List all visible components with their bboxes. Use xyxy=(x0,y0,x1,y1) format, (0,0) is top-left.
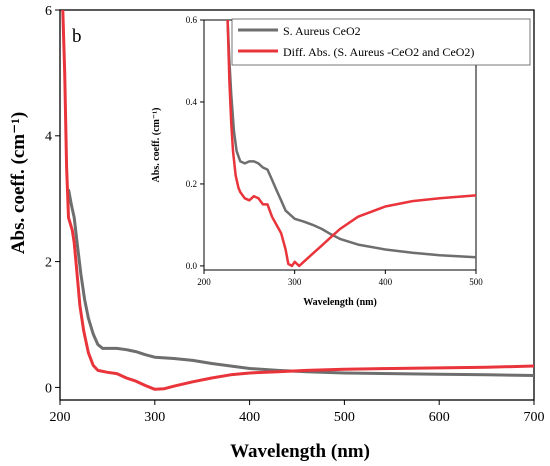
inset-x-ticks: 200 300 400 500 xyxy=(197,270,483,287)
main-y-tick-label: 4 xyxy=(45,130,52,145)
main-series-group xyxy=(61,10,534,391)
inset-y-tick-label: 0.0 xyxy=(186,261,198,271)
main-y-tick-label: 6 xyxy=(45,4,52,19)
main-series-line-1 xyxy=(67,189,534,377)
main-plot: 200 300 400 500 600 700 0 2 4 6 b Wavelength (nm… xyxy=(8,4,545,462)
inset-series-line-2 xyxy=(226,20,476,268)
main-series-line-2 xyxy=(61,10,534,391)
main-x-tick-label: 300 xyxy=(144,410,165,425)
main-x-ticks: 200 300 400 500 600 700 xyxy=(50,400,545,425)
main-x-tick-label: 600 xyxy=(429,410,450,425)
main-y-tick-label: 0 xyxy=(45,381,52,396)
inset-y-ticks: 0.0 0.2 0.4 0.6 xyxy=(186,15,204,271)
legend-box xyxy=(231,18,531,66)
main-y-ticks: 0 2 4 6 xyxy=(45,4,60,396)
main-x-tick-label: 500 xyxy=(334,410,355,425)
legend-label-series-1: S. Aureus CeO2 xyxy=(283,24,361,38)
panel-label: b xyxy=(72,26,82,47)
inset-x-axis-title: Wavelength (nm) xyxy=(303,297,377,308)
main-y-tick-label: 2 xyxy=(45,256,52,271)
inset-y-tick-label: 0.4 xyxy=(186,97,198,107)
inset-x-tick-label: 400 xyxy=(379,277,393,287)
inset-series-group xyxy=(226,20,476,268)
inset-plot: 200 300 400 500 0.0 0.2 0.4 0.6 Wavelength (nm… xyxy=(151,15,531,308)
main-plot-frame xyxy=(59,9,535,401)
inset-x-tick-label: 300 xyxy=(288,277,302,287)
main-x-axis-title: Wavelength (nm) xyxy=(230,441,370,462)
legend-label-series-2: Diff. Abs. (S. Aureus -CeO2 and CeO2) xyxy=(283,45,474,59)
legend: S. Aureus CeO2 Diff. Abs. (S. Aureus -Ce… xyxy=(231,18,531,66)
inset-x-tick-label: 200 xyxy=(197,277,211,287)
inset-series-line-1 xyxy=(226,20,476,259)
inset-y-tick-label: 0.2 xyxy=(186,179,197,189)
main-x-tick-label: 200 xyxy=(50,410,71,425)
inset-y-tick-label: 0.6 xyxy=(186,15,198,25)
main-y-axis-title: Abs. coeff. (cm⁻¹) xyxy=(8,112,29,254)
inset-y-axis-title: Abs. coeff. (cm⁻¹) xyxy=(151,108,162,183)
main-x-tick-label: 700 xyxy=(524,410,545,425)
inset-x-tick-label: 500 xyxy=(469,277,483,287)
main-x-tick-label: 400 xyxy=(239,410,260,425)
